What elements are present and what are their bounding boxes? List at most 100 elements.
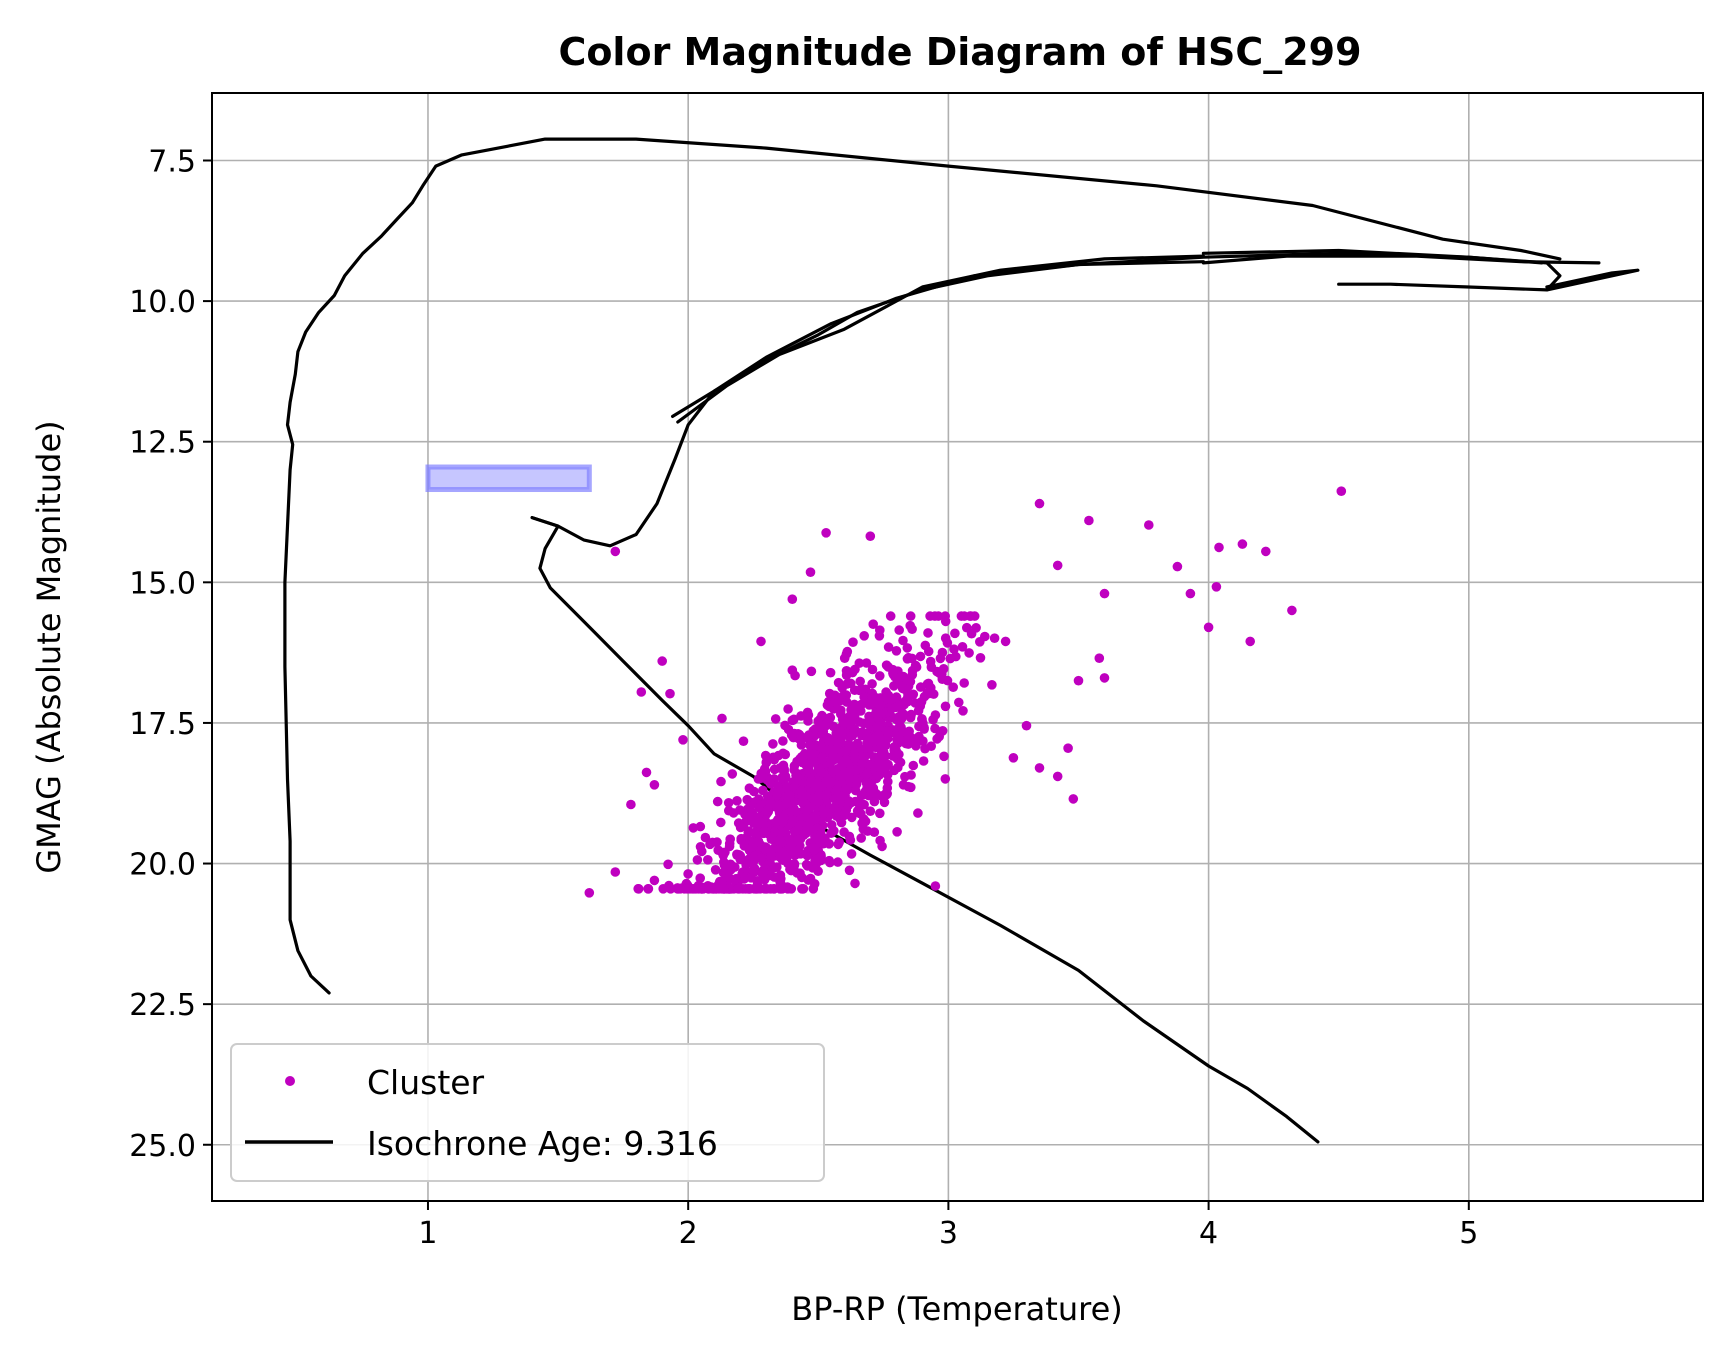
cluster-point [584, 888, 595, 898]
cluster-point [769, 884, 779, 894]
cluster-point [847, 667, 858, 678]
cluster-point [710, 865, 721, 875]
cluster-point [911, 741, 921, 751]
cluster-point [791, 835, 802, 846]
cluster-point [641, 767, 652, 778]
cluster-point [900, 684, 911, 695]
cluster-point [856, 706, 866, 716]
cluster-point [633, 884, 643, 894]
cluster-point [903, 727, 913, 737]
cluster-point [859, 631, 869, 641]
cluster-point [1073, 675, 1084, 686]
cluster-point [919, 724, 929, 734]
cluster-point [740, 884, 751, 894]
cluster-point [950, 628, 960, 639]
cluster-point [844, 773, 855, 783]
cluster-point [964, 648, 974, 658]
cluster-point [902, 734, 912, 745]
cluster-point [727, 769, 738, 779]
cluster-point [861, 658, 872, 668]
cluster-point [783, 704, 793, 714]
cluster-point [875, 808, 885, 819]
cluster-point [794, 755, 805, 765]
cluster-point [733, 884, 743, 894]
cluster-point [716, 776, 726, 787]
cluster-point [918, 756, 929, 766]
cluster-point [783, 724, 794, 735]
cluster-point [806, 666, 817, 677]
cluster-point [1172, 561, 1183, 572]
y-tick-label: 22.5 [129, 988, 196, 1023]
cluster-point [789, 765, 799, 775]
legend-cluster-marker [285, 1076, 295, 1086]
cluster-point [913, 705, 924, 716]
x-tick-label: 3 [939, 1216, 958, 1251]
cluster-point [821, 528, 831, 538]
isochrone-segment [1545, 268, 1640, 292]
cluster-point [804, 730, 814, 740]
cluster-point [926, 741, 936, 751]
cluster-point [844, 865, 855, 876]
cluster-point [817, 744, 827, 754]
cluster-point [1084, 515, 1094, 526]
cluster-point [756, 853, 766, 864]
cluster-point [888, 751, 898, 761]
cluster-point [949, 644, 959, 654]
cluster-point [915, 651, 926, 662]
cluster-point [889, 742, 900, 752]
cluster-point [739, 841, 750, 851]
cluster-point [875, 671, 885, 681]
isochrone-segment [676, 254, 1205, 424]
cluster-point [855, 676, 865, 687]
cluster-point [1287, 605, 1297, 616]
cluster-point [703, 855, 713, 865]
cluster-point [790, 670, 800, 681]
cluster-point [762, 791, 773, 801]
cluster-point [712, 796, 723, 807]
cluster-point [907, 653, 917, 664]
cluster-point [831, 811, 841, 821]
cluster-point [678, 735, 688, 745]
cluster-point [902, 643, 913, 653]
cluster-point [1021, 720, 1032, 731]
cluster-point [892, 827, 902, 837]
cluster-point [695, 821, 706, 832]
cluster-point [820, 807, 830, 817]
cluster-point [900, 771, 910, 782]
cluster-point [749, 863, 760, 874]
cluster-point [829, 802, 839, 813]
cluster-point [867, 664, 878, 675]
legend-isochrone-label: Isochrone Age: 9.316 [367, 1124, 718, 1163]
cluster-point [836, 709, 846, 719]
cluster-point [917, 714, 927, 724]
cluster-point [785, 864, 795, 875]
cluster-point [839, 716, 849, 727]
cluster-point [871, 709, 881, 719]
cluster-point [869, 796, 880, 807]
cluster-point [865, 806, 876, 816]
cluster-point [879, 797, 890, 808]
cluster-point [746, 873, 756, 883]
cluster-point [657, 656, 667, 666]
cluster-point [1203, 622, 1214, 633]
cluster-point [826, 828, 836, 838]
cluster-point [772, 789, 782, 800]
y-tick-label: 7.5 [148, 144, 196, 179]
y-tick-label: 17.5 [129, 707, 196, 742]
cluster-point [1336, 486, 1347, 497]
cluster-point [795, 868, 805, 878]
cluster-point [881, 687, 891, 697]
cluster-point [649, 875, 660, 886]
cluster-point [1099, 588, 1110, 599]
cluster-point [636, 687, 647, 697]
cluster-point [649, 780, 660, 790]
cluster-point [831, 765, 841, 776]
cluster-point [878, 747, 889, 757]
cluster-point [862, 826, 873, 836]
cluster-point [1214, 542, 1224, 553]
cluster-point [695, 873, 705, 883]
cluster-point [610, 867, 621, 877]
cluster-point [905, 712, 916, 723]
plot-frame [211, 92, 1704, 1202]
y-tick-label: 15.0 [129, 566, 196, 601]
